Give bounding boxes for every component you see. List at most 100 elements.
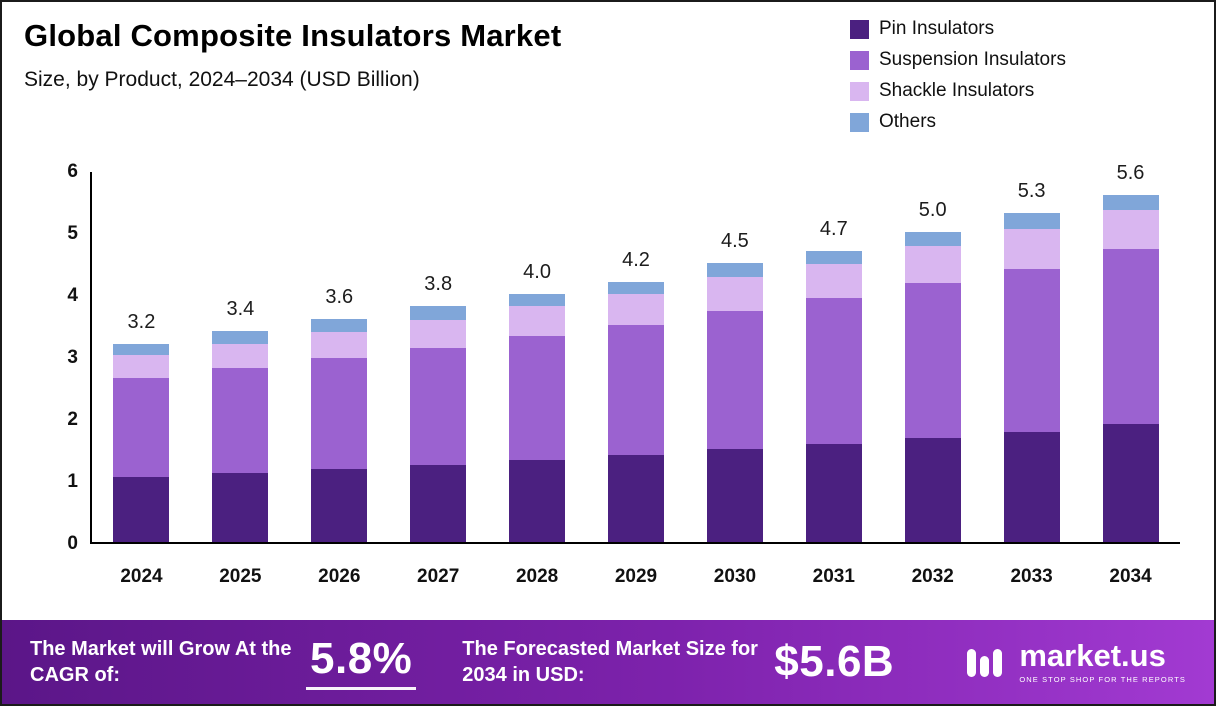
bar-value-label: 4.5 xyxy=(720,230,749,253)
bar-group: 4.0 2028 xyxy=(488,172,587,587)
stacked-bar xyxy=(410,306,467,542)
bar-group: 5.3 2033 xyxy=(982,172,1081,587)
stacked-bar xyxy=(113,343,170,542)
x-axis-label: 2029 xyxy=(614,566,658,587)
bar-segment xyxy=(509,306,566,336)
bar-segment xyxy=(706,277,763,312)
legend-label: Pin Insulators xyxy=(879,18,995,39)
y-axis-label: 2 xyxy=(67,409,78,430)
cagr-value: 5.8% xyxy=(306,634,417,690)
x-axis-label: 2032 xyxy=(911,566,954,587)
bar-segment xyxy=(212,368,269,473)
bar-segment xyxy=(410,347,467,465)
bar-segment xyxy=(904,245,961,283)
bar-value-label: 5.0 xyxy=(918,199,947,222)
legend-item: Others xyxy=(850,111,1066,133)
chart-header: Global Composite Insulators Market Size,… xyxy=(24,18,561,92)
legend-swatch xyxy=(850,81,869,101)
x-axis-label: 2031 xyxy=(812,566,855,587)
brand: market.us ONE STOP SHOP FOR THE REPORTS xyxy=(963,639,1186,685)
x-axis-label: 2034 xyxy=(1109,566,1152,587)
forecast-label: The Forecasted Market Size for 2034 in U… xyxy=(462,638,758,686)
chart-section: Global Composite Insulators Market Size,… xyxy=(2,2,1214,620)
x-axis-label: 2033 xyxy=(1010,566,1053,587)
bar-segment xyxy=(1102,210,1159,250)
bar-segment xyxy=(509,459,566,542)
stacked-bar xyxy=(607,281,664,542)
bar-group: 3.4 2025 xyxy=(191,172,290,587)
y-axis-label: 1 xyxy=(67,471,78,492)
y-axis-label: 3 xyxy=(67,347,78,368)
legend-label: Others xyxy=(879,111,937,132)
x-axis-label: 2030 xyxy=(713,566,757,587)
bar-segment xyxy=(113,476,170,542)
bar-segment xyxy=(212,331,269,344)
bar-segment xyxy=(113,354,170,378)
bar-segment xyxy=(1102,194,1159,211)
brand-name: market.us xyxy=(1019,638,1166,673)
stacked-bar xyxy=(509,294,566,542)
bar-group: 3.2 2024 xyxy=(92,172,191,587)
bar-segment xyxy=(113,343,170,355)
bar-segment xyxy=(1003,269,1060,432)
bar-segment xyxy=(607,325,664,456)
bar-value-label: 5.3 xyxy=(1017,180,1046,203)
bar-group: 5.0 2032 xyxy=(883,172,982,587)
bar-group: 5.6 2034 xyxy=(1081,162,1180,587)
brand-text: market.us ONE STOP SHOP FOR THE REPORTS xyxy=(1019,640,1186,684)
forecast-value: $5.6B xyxy=(774,637,895,686)
y-axis-label: 0 xyxy=(67,533,78,554)
x-axis-label: 2027 xyxy=(417,566,460,587)
legend-label: Shackle Insulators xyxy=(879,80,1035,101)
y-axis-label: 5 xyxy=(67,223,78,244)
bar-segment xyxy=(311,358,368,469)
bar-segment xyxy=(706,263,763,278)
bar-segment xyxy=(805,264,862,299)
stacked-bar xyxy=(904,232,961,542)
legend: Pin Insulators Suspension Insulators Shack… xyxy=(850,18,1066,133)
bar-segment xyxy=(904,437,961,542)
bar-group: 4.2 2029 xyxy=(587,172,686,587)
bar-segment xyxy=(1003,213,1060,229)
bar-value-label: 4.7 xyxy=(819,217,848,240)
marketus-logo-icon xyxy=(967,649,1003,677)
bar-group: 3.8 2027 xyxy=(389,172,488,587)
bar-value-label: 4.2 xyxy=(622,248,650,271)
bar-group: 4.5 2030 xyxy=(685,172,784,587)
bar-value-label: 3.2 xyxy=(127,310,156,333)
bar-segment xyxy=(311,332,368,359)
chart-subtitle: Size, by Product, 2024–2034 (USD Billion… xyxy=(24,68,420,91)
page-title: Global Composite Insulators Market xyxy=(24,18,562,53)
bar-group: 3.6 2026 xyxy=(290,172,389,587)
bar-segment xyxy=(509,294,566,307)
bar-value-label: 5.6 xyxy=(1116,161,1145,184)
bar-value-label: 3.6 xyxy=(325,285,354,308)
stacked-bar xyxy=(212,331,269,542)
legend-swatch xyxy=(850,112,869,132)
bar-segment xyxy=(706,311,763,449)
legend-item: Suspension Insulators xyxy=(850,49,1066,71)
bar-segment xyxy=(509,335,566,460)
legend-item: Pin Insulators xyxy=(850,18,1066,40)
bar-segment xyxy=(212,343,269,369)
bar-segment xyxy=(410,320,467,348)
stacked-bar xyxy=(706,263,763,542)
brand-tagline: ONE STOP SHOP FOR THE REPORTS xyxy=(1019,675,1186,684)
bar-segment xyxy=(113,377,170,477)
bar-segment xyxy=(1003,431,1060,542)
bar-value-label: 3.8 xyxy=(424,273,453,296)
bar-segment xyxy=(410,306,467,321)
bar-segment xyxy=(410,464,467,542)
legend-label: Suspension Insulators xyxy=(879,49,1066,70)
bar-segment xyxy=(311,468,368,542)
y-axis-label: 6 xyxy=(67,161,78,182)
bar-segment xyxy=(1102,424,1159,542)
bar-value-label: 3.4 xyxy=(226,298,255,321)
bar-segment xyxy=(706,449,763,542)
bar-segment xyxy=(1102,249,1159,425)
x-axis-label: 2024 xyxy=(120,566,163,587)
x-axis-label: 2025 xyxy=(219,566,262,587)
bar-segment xyxy=(607,281,664,295)
bar-segment xyxy=(311,318,368,333)
